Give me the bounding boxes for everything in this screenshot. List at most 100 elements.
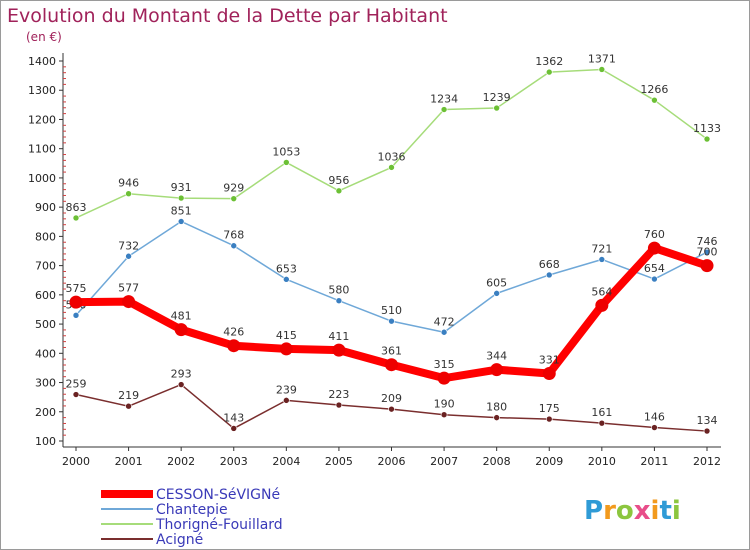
data-label: 760 <box>644 228 665 241</box>
data-label: 415 <box>276 329 297 342</box>
data-point <box>122 295 136 309</box>
data-label: 190 <box>434 398 455 411</box>
x-tick-label: 2000 <box>62 455 90 468</box>
chart-title: Evolution du Montant de la Dette par Hab… <box>7 5 448 27</box>
logo-letter: x <box>634 496 651 526</box>
y-tick-label: 1300 <box>28 84 56 97</box>
data-label: 653 <box>276 262 297 275</box>
y-tick-label: 1000 <box>28 172 56 185</box>
data-label: 956 <box>328 174 349 187</box>
data-label: 732 <box>118 239 139 252</box>
data-point <box>174 323 188 337</box>
data-point <box>279 342 293 356</box>
data-label: 654 <box>644 262 665 275</box>
data-label: 510 <box>381 304 402 317</box>
data-point <box>545 271 553 279</box>
data-point <box>388 405 395 413</box>
data-point <box>125 252 132 260</box>
x-tick-label: 2009 <box>535 455 563 468</box>
data-point <box>595 298 609 312</box>
series-3: 259 219 293 143 239 223 209 190 180 175 161 146 134 <box>66 368 718 435</box>
data-point <box>493 104 500 112</box>
data-point <box>700 259 714 273</box>
data-label: 223 <box>328 388 349 401</box>
data-label: 146 <box>644 411 665 424</box>
logo-letter: r <box>603 496 616 526</box>
data-label: 143 <box>223 411 244 424</box>
data-point <box>598 66 606 73</box>
x-tick-label: 2012 <box>693 455 721 468</box>
y-tick-label: 500 <box>35 318 56 331</box>
data-point <box>335 297 343 304</box>
data-point <box>332 343 346 357</box>
x-tick-label: 2006 <box>378 455 406 468</box>
data-point <box>598 419 606 427</box>
data-label: 426 <box>223 326 244 339</box>
data-label: 219 <box>118 389 139 402</box>
legend-label: Chantepie <box>156 502 228 518</box>
legend-label: CESSON-SéVIGNé <box>156 487 280 503</box>
data-point <box>69 295 83 309</box>
data-point <box>493 290 500 297</box>
data-point <box>493 414 500 421</box>
y-tick-label: 1200 <box>28 113 56 126</box>
data-point <box>283 276 290 283</box>
axes: 100 200 300 400 500 600 700 800 900 1000 1100 1200 1… <box>28 53 721 468</box>
data-label: 411 <box>328 330 349 343</box>
y-tick-label: 1400 <box>28 55 56 68</box>
data-point <box>283 159 290 166</box>
data-point <box>598 256 606 263</box>
legend: CESSON-SéVIGNéChantepieThorigné-Fouillar… <box>101 487 283 548</box>
x-tick-label: 2003 <box>220 455 248 468</box>
chart-subtitle: (en €) <box>26 30 62 44</box>
data-label: 472 <box>434 315 455 328</box>
data-point <box>335 187 343 195</box>
data-label: 293 <box>171 368 192 381</box>
data-label: 315 <box>434 358 455 371</box>
data-label: 1234 <box>430 93 458 106</box>
data-point <box>651 275 658 283</box>
data-point <box>703 427 711 435</box>
legend-label: Acigné <box>156 532 203 548</box>
data-point <box>230 242 238 250</box>
data-label: 721 <box>591 242 612 255</box>
y-tick-label: 100 <box>35 435 56 448</box>
data-point <box>72 391 80 398</box>
series-0: 575 577 481 426 415 411 361 315 344 331 564 760 700 <box>66 228 718 385</box>
data-point <box>703 248 711 256</box>
data-point <box>230 425 238 432</box>
y-tick-label: 200 <box>35 406 56 419</box>
data-point <box>125 190 132 198</box>
x-tick-label: 2004 <box>272 455 300 468</box>
data-label: 344 <box>486 350 507 363</box>
data-point <box>230 195 238 202</box>
data-point <box>440 106 448 113</box>
y-tick-label: 700 <box>35 260 56 273</box>
data-point <box>651 424 658 431</box>
data-label: 259 <box>66 378 87 391</box>
data-point <box>542 366 556 380</box>
data-label: 768 <box>223 229 244 242</box>
data-label: 1133 <box>693 122 721 135</box>
data-label: 1036 <box>378 150 406 163</box>
data-label: 564 <box>591 285 612 298</box>
data-label: 481 <box>171 310 192 323</box>
series-layer: 5307328517686535805104726056687216547468… <box>66 52 721 435</box>
x-tick-label: 2005 <box>325 455 353 468</box>
data-point <box>440 328 448 336</box>
data-point <box>72 214 80 222</box>
series-2: 863 946 931 929 1053 956 1036 1234 1239 1362 1371 1… <box>66 52 721 222</box>
data-label: 929 <box>223 182 244 195</box>
data-label: 331 <box>539 353 560 366</box>
data-label: 746 <box>697 235 718 248</box>
y-tick-label: 600 <box>35 289 56 302</box>
x-tick-label: 2007 <box>430 455 458 468</box>
data-point <box>490 363 504 377</box>
data-label: 1362 <box>535 55 563 68</box>
y-tick-label: 400 <box>35 347 56 360</box>
logo-letter: P <box>584 496 603 526</box>
data-label: 361 <box>381 345 402 358</box>
logo-letter: t <box>659 496 671 526</box>
data-label: 577 <box>118 282 139 295</box>
